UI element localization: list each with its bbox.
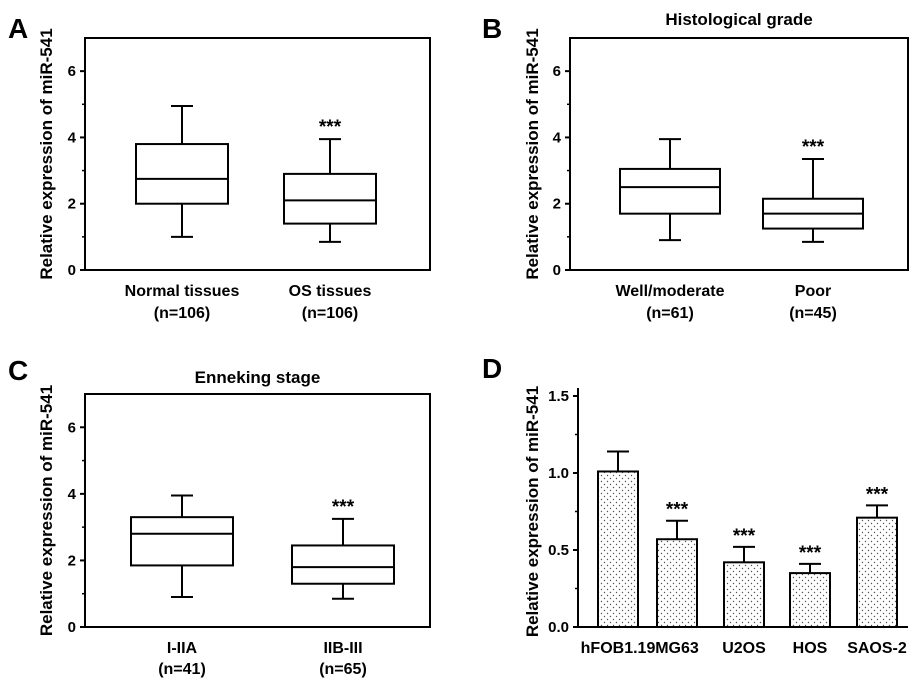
x-category-label: U2OS bbox=[722, 640, 766, 657]
panel-letter: A bbox=[8, 13, 28, 44]
panel-d: D Relative expression of miR-541 0.0 0.5 1.0… bbox=[482, 353, 908, 657]
significance-marker: *** bbox=[733, 526, 756, 547]
box-iqr bbox=[291, 544, 395, 585]
significance-marker: *** bbox=[799, 543, 822, 564]
panel-letter: D bbox=[482, 353, 502, 384]
y-tick-label: 4 bbox=[68, 486, 77, 503]
sample-size-label: (n=41) bbox=[158, 661, 206, 678]
x-category-label: HOS bbox=[793, 640, 828, 657]
y-tick-label: 1.0 bbox=[548, 465, 569, 482]
sample-size-label: (n=65) bbox=[319, 661, 367, 678]
y-tick-label: 2 bbox=[553, 196, 561, 213]
panel-c: C Enneking stage Relative expression of mi… bbox=[8, 355, 431, 678]
bar bbox=[856, 516, 898, 628]
sample-size-label: (n=106) bbox=[302, 305, 358, 322]
sample-size-label: (n=61) bbox=[646, 305, 694, 322]
y-tick-label: 6 bbox=[68, 419, 76, 436]
significance-marker: *** bbox=[802, 137, 825, 158]
plot-frame bbox=[84, 37, 431, 271]
significance-marker: *** bbox=[332, 497, 355, 518]
x-category-label: Normal tissues bbox=[125, 283, 240, 300]
bar bbox=[723, 561, 765, 629]
y-tick-label: 6 bbox=[68, 63, 76, 80]
sample-size-label: (n=45) bbox=[789, 305, 837, 322]
y-axis-label: Relative expression of miR-541 bbox=[37, 28, 56, 279]
panel-letter: B bbox=[482, 13, 502, 44]
bar bbox=[656, 538, 698, 628]
chart-title: Histological grade bbox=[665, 10, 812, 29]
y-tick-label: 0 bbox=[553, 262, 561, 279]
box-iqr bbox=[619, 167, 721, 215]
box-iqr bbox=[283, 172, 377, 225]
chart-title: Enneking stage bbox=[195, 368, 321, 387]
significance-marker: *** bbox=[866, 484, 889, 505]
x-category-label: OS tissues bbox=[289, 283, 372, 300]
bar bbox=[597, 470, 639, 628]
box-iqr bbox=[130, 516, 234, 567]
y-tick-label: 4 bbox=[553, 129, 562, 146]
y-axis-label: Relative expression of miR-541 bbox=[37, 385, 56, 636]
panel-letter: C bbox=[8, 355, 28, 386]
x-category-label: hFOB1.19 bbox=[581, 640, 656, 657]
box-iqr bbox=[135, 143, 229, 205]
significance-marker: *** bbox=[666, 500, 689, 521]
y-tick-label: 1.5 bbox=[548, 388, 569, 405]
sample-size-label: (n=106) bbox=[154, 305, 210, 322]
y-tick-label: 4 bbox=[68, 129, 77, 146]
bar bbox=[789, 572, 831, 628]
y-axis-label: Relative expression of miR-541 bbox=[523, 386, 542, 637]
y-tick-label: 0.0 bbox=[548, 619, 569, 636]
x-category-label: Poor bbox=[795, 283, 831, 300]
y-tick-label: 0 bbox=[68, 619, 76, 636]
x-category-label: IIB-III bbox=[323, 640, 362, 657]
x-category-label: Well/moderate bbox=[615, 283, 724, 300]
y-tick-label: 6 bbox=[553, 63, 561, 80]
y-axis-label: Relative expression of miR-541 bbox=[523, 28, 542, 279]
x-category-label: MG63 bbox=[655, 640, 699, 657]
y-tick-label: 0 bbox=[68, 262, 76, 279]
panel-b: B Histological grade Relative expression o… bbox=[482, 10, 909, 322]
x-category-label: I-IIA bbox=[167, 640, 198, 657]
plot-frame bbox=[569, 37, 909, 271]
significance-marker: *** bbox=[319, 117, 342, 138]
panel-a: A Relative expression of miR-541 0 2 4 6 Norma… bbox=[8, 13, 431, 322]
y-tick-label: 2 bbox=[68, 196, 76, 213]
y-tick-label: 0.5 bbox=[548, 542, 569, 559]
x-category-label: SAOS-2 bbox=[847, 640, 907, 657]
y-tick-label: 2 bbox=[68, 552, 76, 569]
plot-frame bbox=[84, 393, 431, 628]
